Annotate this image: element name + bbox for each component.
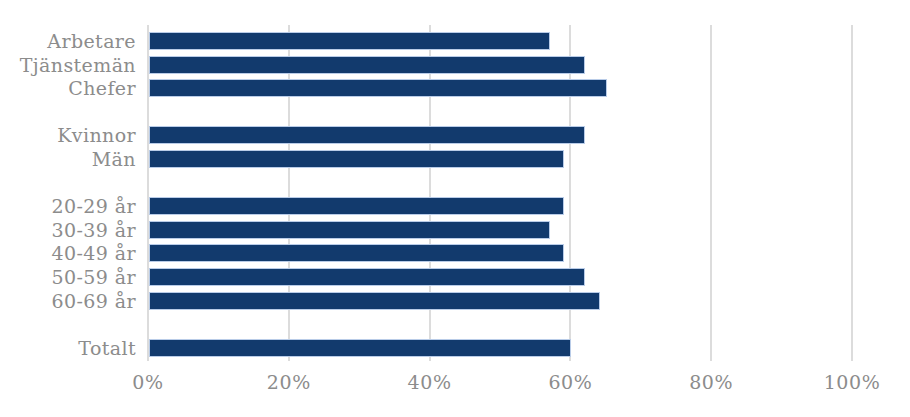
x-tick-label: 80% xyxy=(661,370,761,394)
bar xyxy=(149,197,564,215)
vertical-gridline xyxy=(429,25,431,361)
x-tick-label: 20% xyxy=(239,370,339,394)
vertical-gridline xyxy=(851,25,853,361)
bar xyxy=(149,150,564,168)
category-label: 30-39 år xyxy=(0,219,136,241)
bar xyxy=(149,244,564,262)
category-label: Chefer xyxy=(0,77,136,99)
category-label: Totalt xyxy=(0,337,136,359)
vertical-gridline xyxy=(569,25,571,361)
vertical-gridline xyxy=(710,25,712,361)
y-axis-line xyxy=(147,25,149,361)
bar xyxy=(149,268,585,286)
category-label: Män xyxy=(0,148,136,170)
vertical-gridline xyxy=(288,25,290,361)
bar xyxy=(149,32,550,50)
category-label: 20-29 år xyxy=(0,195,136,217)
x-tick-label: 40% xyxy=(380,370,480,394)
horizontal-bar-chart: ArbetareTjänstemänChefer KvinnorMän 20-29 … xyxy=(0,0,910,417)
bar xyxy=(149,292,600,310)
category-label: Kvinnor xyxy=(0,124,136,146)
bar xyxy=(149,79,607,97)
x-tick-label: 100% xyxy=(802,370,902,394)
category-label: 40-49 år xyxy=(0,242,136,264)
category-label: 50-59 år xyxy=(0,266,136,288)
bar xyxy=(149,221,550,239)
bar xyxy=(149,339,571,357)
bar xyxy=(149,56,585,74)
category-label: 60-69 år xyxy=(0,290,136,312)
category-label: Arbetare xyxy=(0,30,136,52)
category-label: Tjänstemän xyxy=(0,54,136,76)
x-tick-label: 0% xyxy=(98,370,198,394)
x-tick-label: 60% xyxy=(520,370,620,394)
bar xyxy=(149,126,585,144)
